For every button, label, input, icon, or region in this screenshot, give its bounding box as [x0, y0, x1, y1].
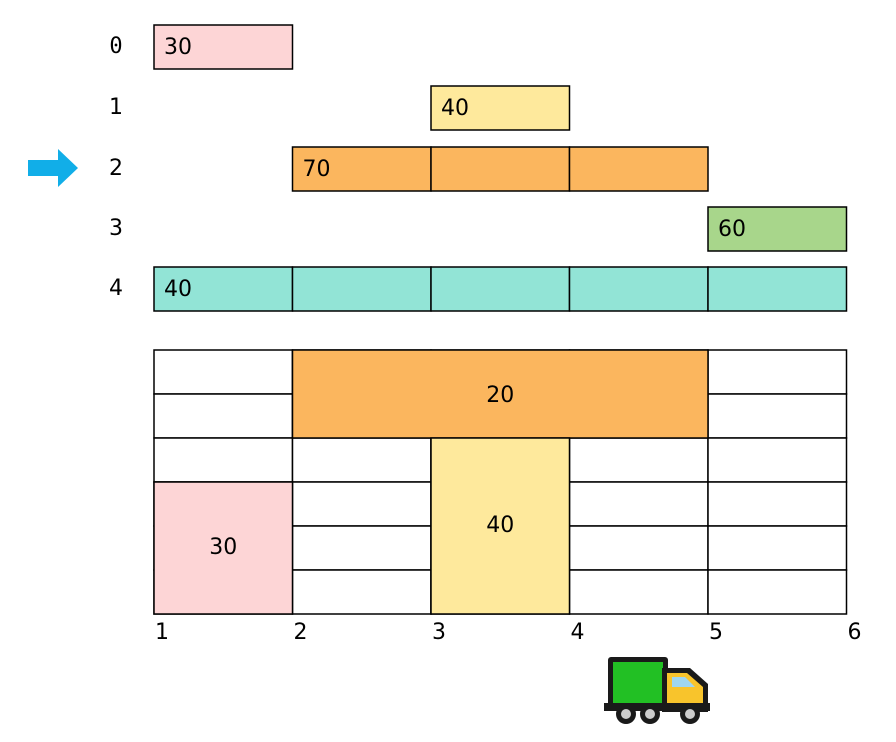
row-segment — [430, 266, 571, 312]
grid-cell — [707, 525, 848, 571]
axis-label: 6 — [848, 620, 862, 645]
grid-cell — [568, 481, 709, 527]
current-row-arrow — [28, 149, 78, 187]
grid-cell — [291, 525, 432, 571]
row-segment — [430, 85, 571, 131]
row-index: 2 — [109, 156, 123, 181]
row-segment — [707, 266, 848, 312]
axis-label: 4 — [571, 620, 585, 645]
axis-label: 1 — [155, 620, 169, 645]
row-segment — [291, 146, 432, 192]
grid-cell — [291, 569, 432, 615]
grid-cell — [153, 437, 294, 483]
axis-label: 3 — [432, 620, 446, 645]
axis-label: 5 — [709, 620, 723, 645]
block — [430, 437, 571, 615]
row-value: 60 — [718, 217, 746, 242]
grid-cell — [707, 393, 848, 439]
block — [291, 349, 709, 439]
truck-icon — [604, 657, 710, 724]
grid-cell — [707, 481, 848, 527]
row-segment — [153, 266, 294, 312]
row-index: 1 — [109, 95, 123, 120]
row-segment — [291, 266, 432, 312]
block-value: 40 — [486, 513, 514, 538]
grid-cell — [153, 349, 294, 395]
grid-cell — [568, 569, 709, 615]
grid-cell — [707, 437, 848, 483]
row-segment — [568, 266, 709, 312]
row-value: 40 — [164, 277, 192, 302]
grid-cell — [568, 437, 709, 483]
row-index: 4 — [109, 276, 123, 301]
row-segment — [568, 146, 709, 192]
block-value: 20 — [486, 383, 514, 408]
row-value: 40 — [441, 96, 469, 121]
grid-cell — [291, 437, 432, 483]
block-value: 30 — [209, 535, 237, 560]
row-value: 30 — [164, 35, 192, 60]
grid-cell — [153, 393, 294, 439]
row-value: 70 — [303, 157, 331, 182]
grid-cell — [291, 481, 432, 527]
grid-cell — [568, 525, 709, 571]
grid-cell — [707, 569, 848, 615]
row-segment — [153, 24, 294, 70]
row-segment — [430, 146, 571, 192]
grid-cell — [707, 349, 848, 395]
axis-label: 2 — [294, 620, 308, 645]
block — [153, 481, 294, 615]
row-index: 3 — [109, 216, 123, 241]
row-segment — [707, 206, 848, 252]
row-index: 0 — [109, 34, 122, 59]
